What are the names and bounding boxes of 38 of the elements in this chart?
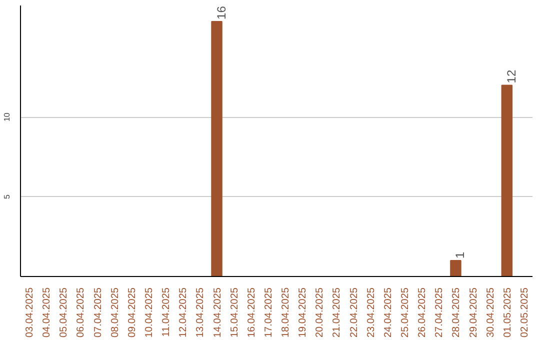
x-tick-label: 07.04.2025: [92, 287, 104, 338]
x-tick-label: 19.04.2025: [298, 287, 309, 338]
x-tick-label: 05.04.2025: [58, 287, 70, 338]
x-tick-label: 27.04.2025: [434, 287, 446, 338]
data-label: 12: [504, 70, 518, 84]
data-label: 1: [453, 252, 468, 259]
x-tick-label: 08.04.2025: [110, 287, 121, 338]
x-tick-label: 01.05.2025: [502, 287, 514, 338]
data-label: 16: [214, 6, 228, 20]
x-tick-label: 17.04.2025: [263, 287, 274, 338]
y-tick-label: 10: [2, 112, 12, 122]
x-tick-label: 13.04.2025: [195, 287, 206, 338]
x-tick-label: 11.04.2025: [161, 287, 172, 337]
x-tick-label: 20.04.2025: [314, 287, 326, 338]
x-tick-label: 21.04.2025: [332, 287, 343, 338]
x-tick-label: 24.04.2025: [382, 287, 394, 338]
x-tick-label: 26.04.2025: [417, 287, 428, 338]
y-tick-label: 5: [2, 194, 12, 200]
x-tick-label: 30.04.2025: [485, 287, 496, 338]
bar: [501, 84, 513, 276]
x-tick-label: 22.04.2025: [348, 287, 360, 338]
bar: [450, 260, 462, 276]
x-tick-label: 14.04.2025: [212, 287, 224, 338]
bar: [211, 20, 222, 276]
x-tick-label: 28.04.2025: [451, 287, 462, 338]
x-tick-label: 06.04.2025: [76, 287, 87, 338]
x-tick-label: 29.04.2025: [468, 287, 480, 338]
x-tick-label: 02.05.2025: [519, 287, 530, 338]
x-tick-label: 23.04.2025: [366, 287, 377, 338]
x-tick-label: 03.04.2025: [24, 287, 36, 338]
x-tick-label: 10.04.2025: [144, 287, 155, 338]
x-tick-label: 25.04.2025: [400, 287, 411, 338]
x-tick-label: 12.04.2025: [178, 287, 190, 338]
x-tick-label: 15.04.2025: [229, 287, 240, 338]
x-tick-label: 04.04.2025: [42, 287, 53, 338]
x-tick-label: 09.04.2025: [126, 287, 138, 338]
x-tick-label: 16.04.2025: [246, 287, 258, 338]
x-tick-label: 18.04.2025: [280, 287, 292, 338]
